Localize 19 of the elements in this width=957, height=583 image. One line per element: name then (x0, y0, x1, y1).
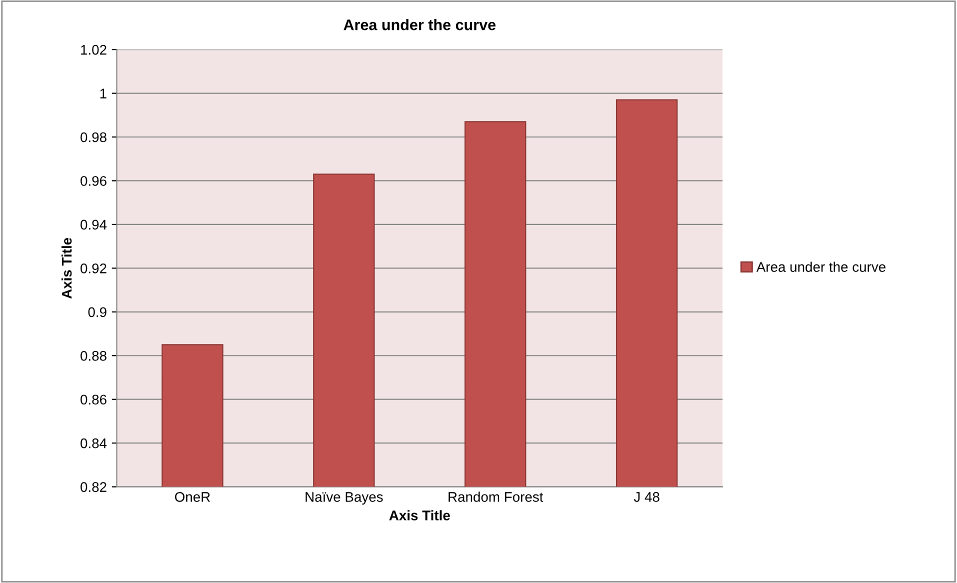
legend-label: Area under the curve (756, 262, 886, 272)
chart-title: Area under the curve (344, 19, 496, 30)
y-tick-label: 0.82 (80, 482, 106, 492)
x-tick-label: Naïve Bayes (306, 492, 383, 505)
x-tick-label: Random Forest (448, 492, 544, 502)
y-tick-label: 0.86 (80, 394, 106, 405)
y-tick-label: 0.84 (80, 438, 107, 448)
y-tick-label: 0.9 (88, 307, 106, 318)
x-tick-label: OneR (174, 492, 210, 502)
y-tick-label: 1.02 (81, 44, 106, 55)
y-tick-label: 0.92 (80, 264, 106, 274)
x-tick-label: J 48 (634, 492, 660, 502)
y-tick-label: 0.94 (80, 220, 107, 230)
y-tick-label: 1 (100, 88, 106, 98)
y-tick-label: 0.96 (80, 176, 106, 186)
x-axis-title: Axis Title (389, 510, 450, 520)
y-tick-label: 0.98 (80, 132, 106, 142)
y-tick-label: 0.88 (80, 350, 106, 361)
y-axis-title: Axis Title (62, 238, 72, 299)
